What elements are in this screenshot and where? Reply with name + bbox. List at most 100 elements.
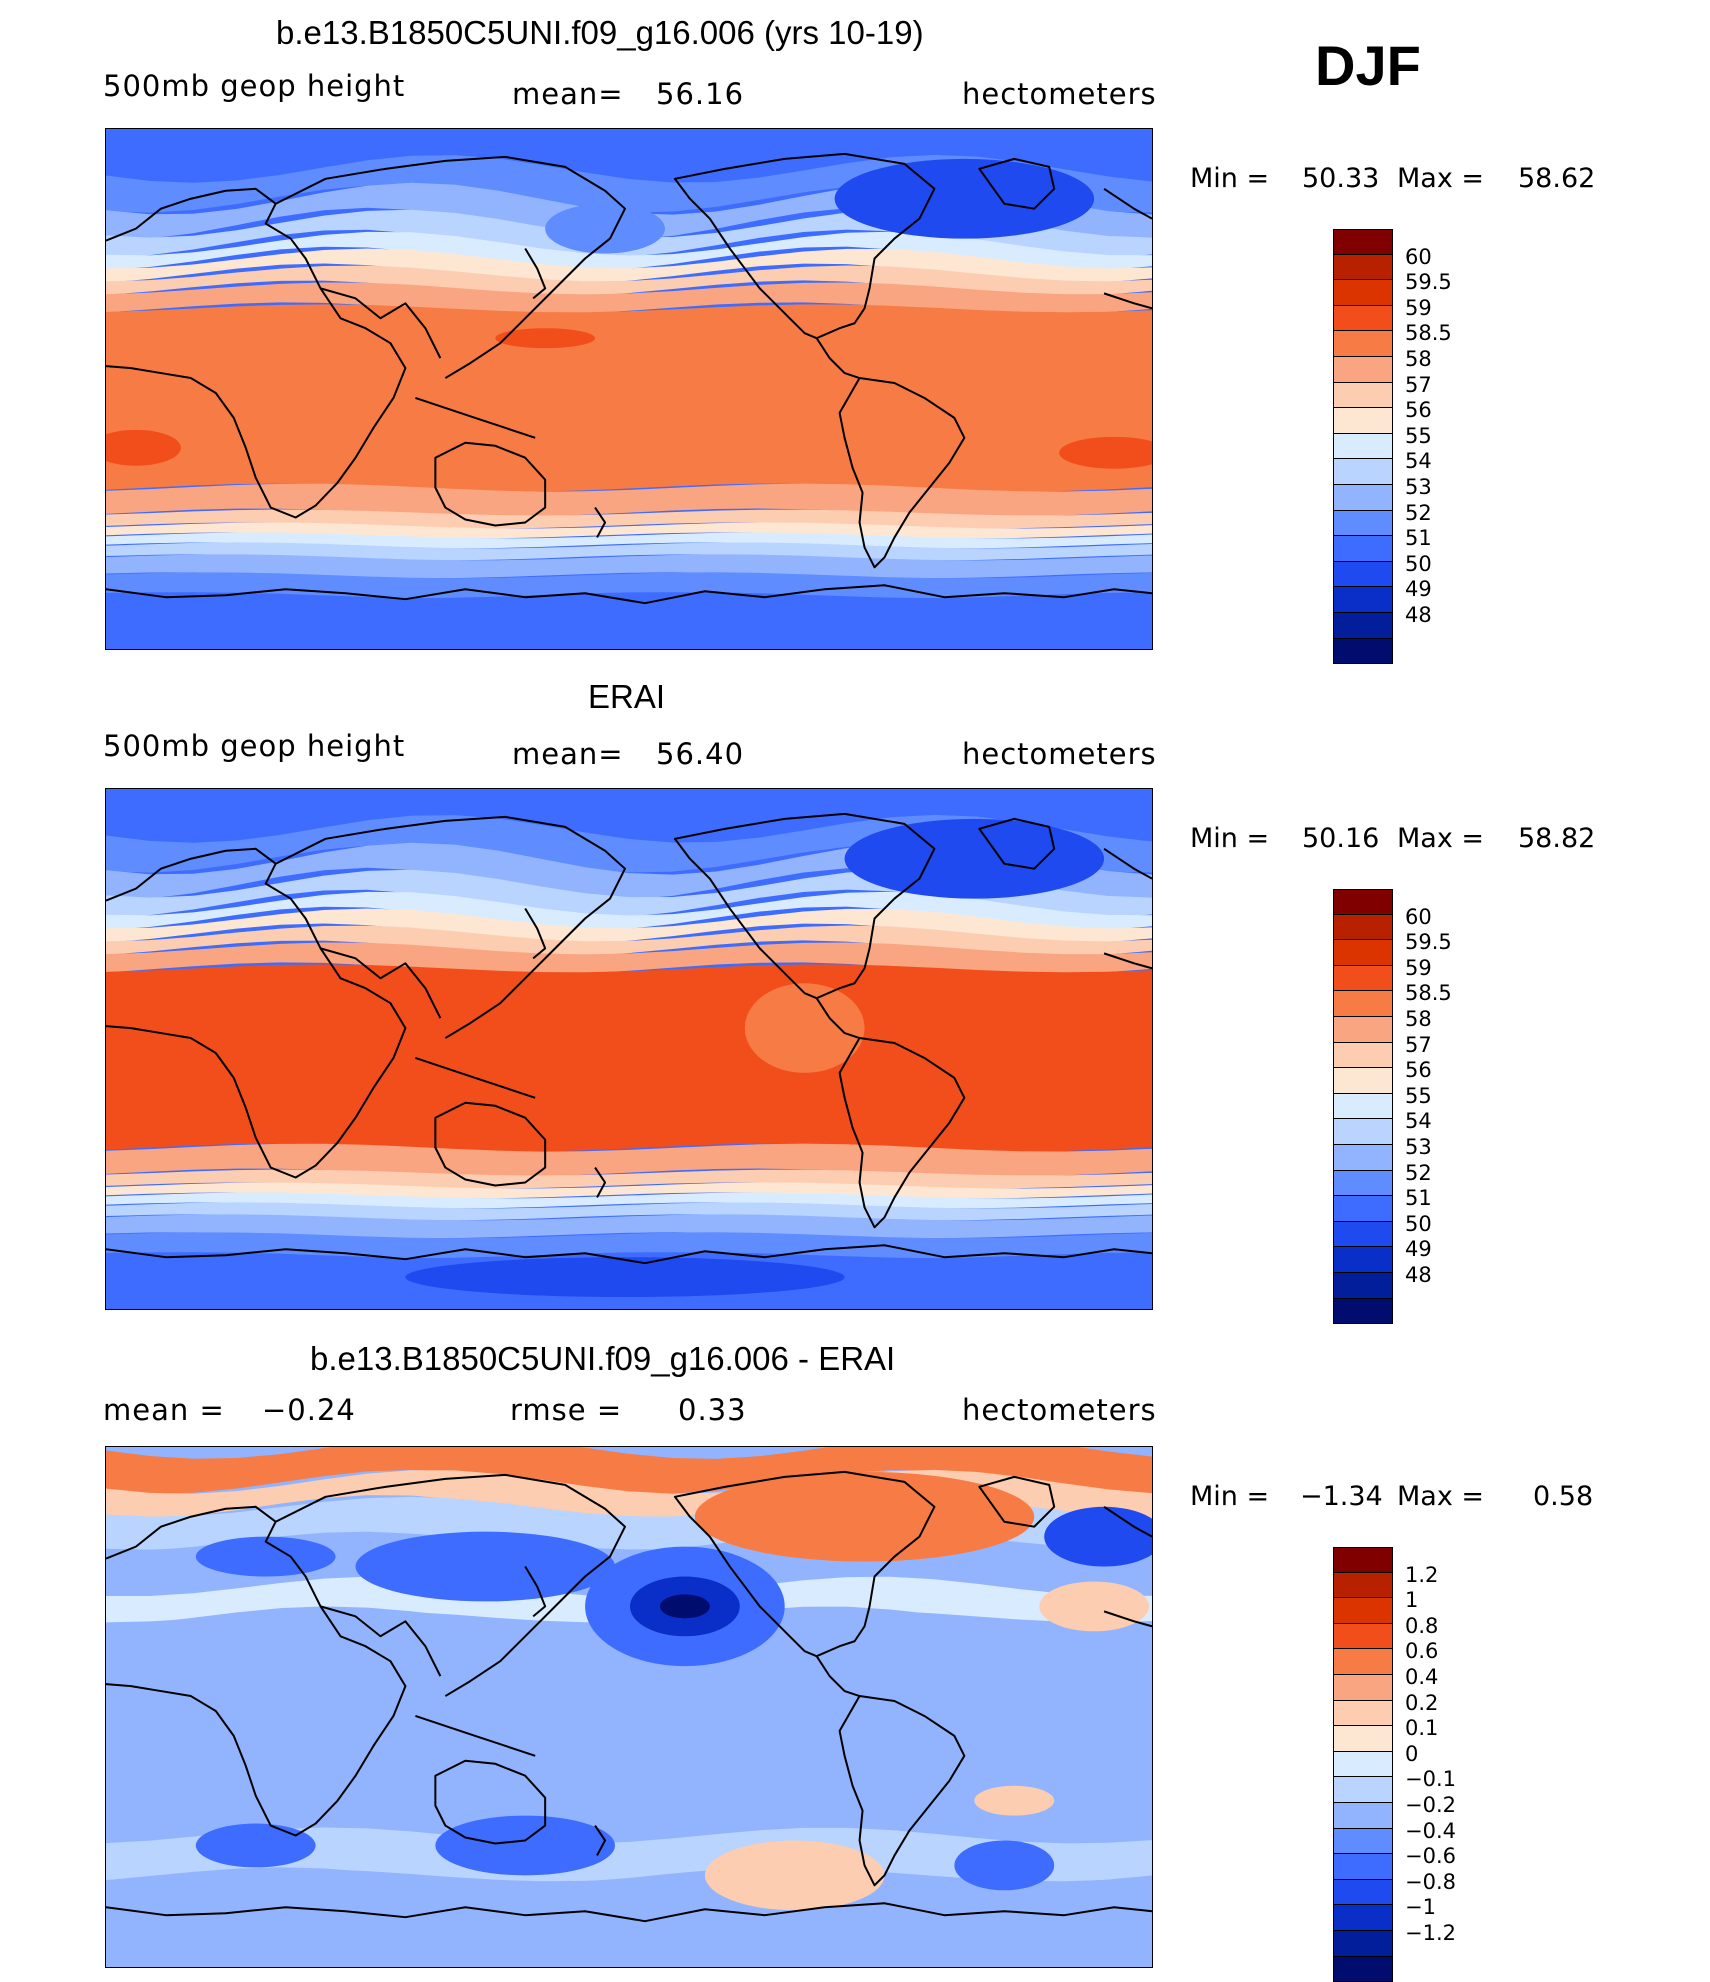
min-value: −1.34 xyxy=(1300,1483,1383,1510)
colorbar-swatch xyxy=(1333,306,1393,332)
colorbar-model xyxy=(1333,229,1393,664)
colorbar-tick-label: 58.5 xyxy=(1405,983,1452,1004)
diff-mean-label: mean = xyxy=(103,1396,225,1425)
colorbar-tick-label: 48 xyxy=(1405,605,1432,626)
colorbar-swatch xyxy=(1333,587,1393,613)
min-value: 50.16 xyxy=(1302,825,1379,852)
colorbar-tick-label: −0.1 xyxy=(1405,1769,1456,1790)
min-value: 50.33 xyxy=(1302,165,1379,192)
colorbar-swatch xyxy=(1333,639,1393,665)
contour-fills xyxy=(106,1447,1152,1967)
colorbar-tick-label: 58 xyxy=(1405,1009,1432,1030)
colorbar-swatch xyxy=(1333,1299,1393,1325)
contour-anomaly xyxy=(954,1840,1054,1890)
colorbar-swatch xyxy=(1333,991,1393,1017)
colorbar-tick-label: 53 xyxy=(1405,477,1432,498)
contour-anomaly xyxy=(545,204,665,254)
colorbar-swatch xyxy=(1333,1068,1393,1094)
colorbar-tick-label: 51 xyxy=(1405,1188,1432,1209)
colorbar-swatch xyxy=(1333,1880,1393,1906)
colorbar-tick-label: 0.4 xyxy=(1405,1667,1438,1688)
colorbar-swatch xyxy=(1333,1145,1393,1171)
colorbar-tick-label: 57 xyxy=(1405,1035,1432,1056)
colorbar-tick-label: 0.2 xyxy=(1405,1693,1438,1714)
colorbar-swatch xyxy=(1333,1094,1393,1120)
contour-fills xyxy=(106,129,1152,649)
colorbar-tick-label: 55 xyxy=(1405,1086,1432,1107)
contour-anomaly xyxy=(974,1786,1054,1816)
colorbar-swatch xyxy=(1333,383,1393,409)
colorbar-swatch xyxy=(1333,280,1393,306)
colorbar-swatch xyxy=(1333,915,1393,941)
colorbar-swatch xyxy=(1333,1043,1393,1069)
colorbar-swatch xyxy=(1333,1957,1393,1982)
contour-map-svg xyxy=(106,1447,1152,1967)
contour-band xyxy=(106,964,1152,1151)
map-model xyxy=(105,128,1153,650)
max-value: 58.62 xyxy=(1518,165,1595,192)
units-label: hectometers xyxy=(962,80,1157,109)
contour-anomaly xyxy=(1039,1581,1149,1631)
colorbar-tick-label: 52 xyxy=(1405,1163,1432,1184)
colorbar-swatch xyxy=(1333,255,1393,281)
colorbar-tick-label: 49 xyxy=(1405,579,1432,600)
min-label: Min = xyxy=(1190,825,1269,852)
contour-anomaly xyxy=(835,159,1095,239)
units-label: hectometers xyxy=(962,740,1157,769)
colorbar-swatch xyxy=(1333,1547,1393,1573)
contour-anomaly xyxy=(405,1257,844,1297)
mean-label: mean= xyxy=(512,740,624,769)
season-label: DJF xyxy=(1315,38,1421,94)
colorbar-tick-label: −1.2 xyxy=(1405,1923,1456,1944)
rmse-label: rmse = xyxy=(510,1396,622,1425)
mean-value: 56.16 xyxy=(656,80,744,109)
panel-title-model: b.e13.B1850C5UNI.f09_g16.006 (yrs 10-19) xyxy=(276,16,924,49)
panel-variable-label: 500mb geop height xyxy=(103,72,405,101)
colorbar-tick-label: 52 xyxy=(1405,503,1432,524)
max-value: 58.82 xyxy=(1518,825,1595,852)
colorbar-swatch xyxy=(1333,940,1393,966)
contour-map-svg xyxy=(106,789,1152,1309)
colorbar-swatch xyxy=(1333,1017,1393,1043)
colorbar-tick-label: 54 xyxy=(1405,1111,1432,1132)
mean-value: 56.40 xyxy=(656,740,744,769)
colorbar-tick-label: −1 xyxy=(1405,1897,1436,1918)
panel-title-obs: ERAI xyxy=(588,680,665,713)
colorbar-tick-label: −0.4 xyxy=(1405,1821,1456,1842)
colorbar-swatch xyxy=(1333,1649,1393,1675)
contour-band xyxy=(106,304,1152,491)
colorbar-swatch xyxy=(1333,485,1393,511)
colorbar-tick-label: 48 xyxy=(1405,1265,1432,1286)
max-label: Max = xyxy=(1397,825,1484,852)
colorbar-swatch xyxy=(1333,511,1393,537)
contour-anomaly xyxy=(845,819,1105,899)
contour-map-svg xyxy=(106,129,1152,649)
contour-fills xyxy=(106,789,1152,1309)
colorbar-swatch xyxy=(1333,613,1393,639)
colorbar-swatch xyxy=(1333,1196,1393,1222)
colorbar-swatch xyxy=(1333,1803,1393,1829)
colorbar-swatch xyxy=(1333,1829,1393,1855)
panel-variable-label: 500mb geop height xyxy=(103,732,405,761)
colorbar-tick-label: 0.6 xyxy=(1405,1641,1438,1662)
colorbar-swatch xyxy=(1333,357,1393,383)
min-label: Min = xyxy=(1190,165,1269,192)
colorbar-swatch xyxy=(1333,1171,1393,1197)
colorbar-swatch xyxy=(1333,229,1393,255)
colorbar-tick-label: −0.6 xyxy=(1405,1846,1456,1867)
colorbar-swatch xyxy=(1333,1273,1393,1299)
contour-anomaly xyxy=(435,1816,615,1876)
colorbar-tick-label: 59 xyxy=(1405,958,1432,979)
colorbar-swatch xyxy=(1333,562,1393,588)
colorbar-obs xyxy=(1333,889,1393,1324)
mean-label: mean= xyxy=(512,80,624,109)
colorbar-swatch xyxy=(1333,1598,1393,1624)
colorbar-swatch xyxy=(1333,1222,1393,1248)
colorbar-swatch xyxy=(1333,1573,1393,1599)
colorbar-tick-label: 57 xyxy=(1405,375,1432,396)
colorbar-swatch xyxy=(1333,408,1393,434)
colorbar-tick-label: 49 xyxy=(1405,1239,1432,1260)
colorbar-tick-label: 60 xyxy=(1405,247,1432,268)
units-label: hectometers xyxy=(962,1396,1157,1425)
colorbar-tick-label: 50 xyxy=(1405,1214,1432,1235)
